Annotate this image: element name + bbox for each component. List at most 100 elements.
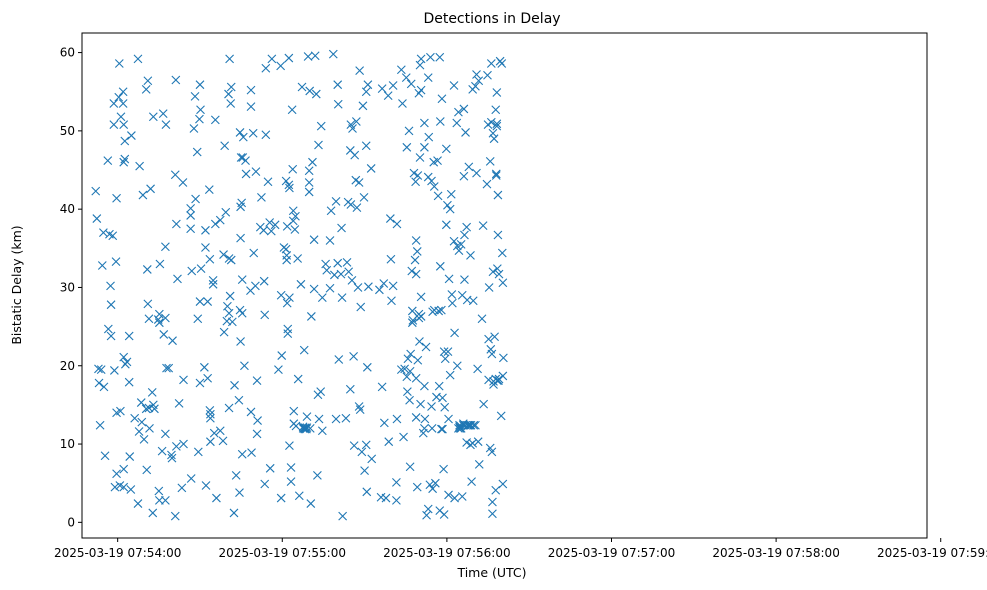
data-point xyxy=(304,187,314,197)
data-point xyxy=(358,101,368,111)
data-point xyxy=(433,156,442,166)
data-point xyxy=(186,224,196,234)
data-point xyxy=(361,141,371,151)
data-point xyxy=(100,451,110,461)
data-point xyxy=(392,219,402,229)
data-point xyxy=(173,274,182,284)
data-point xyxy=(336,269,346,279)
data-point xyxy=(381,493,391,503)
data-point xyxy=(134,427,144,436)
y-axis-label: Bistatic Delay (km) xyxy=(9,225,24,344)
y-tick-label: 40 xyxy=(60,202,75,216)
data-point xyxy=(276,290,286,300)
data-point xyxy=(193,314,203,324)
data-point xyxy=(91,186,101,196)
data-point xyxy=(450,493,459,503)
data-point xyxy=(94,364,103,374)
data-point xyxy=(426,52,435,62)
data-point xyxy=(219,327,229,337)
data-point xyxy=(325,283,335,293)
data-point xyxy=(492,264,502,274)
data-point xyxy=(133,499,143,508)
data-point xyxy=(195,114,204,124)
data-point xyxy=(196,264,206,274)
data-point xyxy=(443,347,453,357)
data-point xyxy=(444,490,453,500)
data-point xyxy=(224,308,234,318)
data-point xyxy=(285,441,294,451)
data-point xyxy=(259,276,269,286)
data-point xyxy=(322,265,332,275)
data-point xyxy=(496,411,506,421)
x-tick-label: 2025-03-19 07:55:00 xyxy=(219,546,346,560)
data-point xyxy=(141,84,151,94)
data-point xyxy=(95,420,105,430)
data-point xyxy=(302,423,312,432)
data-point xyxy=(439,347,449,357)
data-point xyxy=(119,352,129,362)
data-point xyxy=(162,363,171,373)
data-point xyxy=(362,487,372,497)
data-point xyxy=(452,118,462,128)
data-point xyxy=(142,265,152,274)
data-point xyxy=(190,92,200,101)
data-point xyxy=(493,230,503,240)
data-point xyxy=(119,157,129,167)
data-point xyxy=(133,54,143,64)
data-point xyxy=(119,482,129,492)
data-point xyxy=(236,233,245,243)
data-point xyxy=(130,413,140,423)
data-point xyxy=(221,207,231,217)
data-point xyxy=(103,324,113,334)
data-point xyxy=(488,497,497,507)
data-point xyxy=(440,402,450,412)
data-point xyxy=(342,258,352,267)
data-point xyxy=(459,171,469,181)
data-point xyxy=(487,447,497,457)
data-point xyxy=(356,302,366,312)
data-points xyxy=(91,49,508,521)
data-point xyxy=(405,462,415,472)
data-point xyxy=(154,318,164,328)
data-point xyxy=(444,414,453,424)
data-point xyxy=(236,153,246,162)
data-point xyxy=(499,353,508,363)
data-point xyxy=(276,493,286,503)
data-point xyxy=(466,250,475,260)
data-point xyxy=(454,107,463,117)
data-point xyxy=(477,314,487,324)
data-point xyxy=(142,465,152,475)
x-tick-label: 2025-03-19 07:56:00 xyxy=(383,546,510,560)
data-point xyxy=(411,413,421,422)
data-point xyxy=(333,80,343,90)
data-point xyxy=(467,477,476,487)
data-point xyxy=(235,488,244,497)
data-point xyxy=(109,366,119,375)
data-point xyxy=(108,231,118,241)
data-point xyxy=(439,510,449,519)
data-point xyxy=(237,308,247,318)
data-point xyxy=(267,54,277,64)
x-axis: 2025-03-19 07:54:00 2025-03-19 07:55:00 20… xyxy=(54,538,987,560)
data-point xyxy=(423,504,433,514)
data-point xyxy=(224,403,234,413)
data-point xyxy=(317,426,327,436)
data-point xyxy=(423,73,433,83)
data-point xyxy=(204,185,214,194)
x-tick-label: 2025-03-19 07:59:00 xyxy=(877,546,987,560)
data-point xyxy=(135,161,145,171)
data-point xyxy=(449,81,459,90)
data-point xyxy=(103,156,113,166)
data-point xyxy=(178,178,188,187)
data-point xyxy=(349,441,359,451)
plot-frame xyxy=(81,32,928,539)
data-point xyxy=(460,230,469,240)
data-point xyxy=(420,118,429,128)
data-point xyxy=(410,255,420,265)
data-point xyxy=(387,296,396,306)
data-point xyxy=(159,330,169,339)
data-point xyxy=(237,198,247,208)
data-point xyxy=(240,361,249,371)
y-tick-label: 20 xyxy=(60,359,75,373)
data-point xyxy=(333,258,343,268)
